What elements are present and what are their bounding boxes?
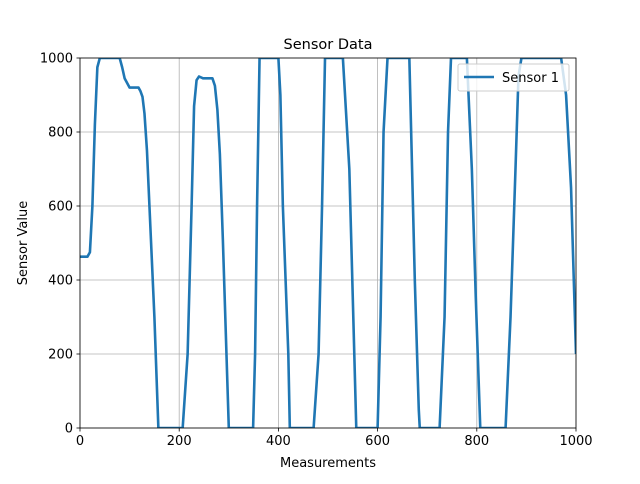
y-tick-label: 600 <box>48 200 73 215</box>
y-tick-label: 0 <box>65 422 73 437</box>
gridlines <box>79 57 577 429</box>
x-axis-label: Measurements <box>280 456 376 471</box>
chart-title: Sensor Data <box>284 37 373 53</box>
y-tick-label: 800 <box>48 126 73 141</box>
x-axis-ticks: 0 200 400 600 800 1000 <box>76 428 593 449</box>
x-tick-label: 0 <box>76 434 84 449</box>
y-tick-label: 1000 <box>40 52 73 67</box>
legend: Sensor 1 <box>457 63 570 92</box>
x-tick-label: 800 <box>464 434 489 449</box>
x-tick-label: 400 <box>266 434 291 449</box>
y-tick-label: 200 <box>48 348 73 363</box>
x-tick-label: 1000 <box>559 434 592 449</box>
legend-box <box>457 63 570 92</box>
series-layer <box>80 58 576 428</box>
y-axis-ticks: 0 200 400 600 800 1000 <box>40 52 80 437</box>
legend-label: Sensor 1 <box>502 71 559 86</box>
y-tick-label: 400 <box>48 274 73 289</box>
x-tick-label: 200 <box>167 434 192 449</box>
x-tick-label: 600 <box>365 434 390 449</box>
y-axis-label: Sensor Value <box>16 201 31 285</box>
series-line <box>80 58 576 428</box>
plot-frame <box>79 57 577 429</box>
